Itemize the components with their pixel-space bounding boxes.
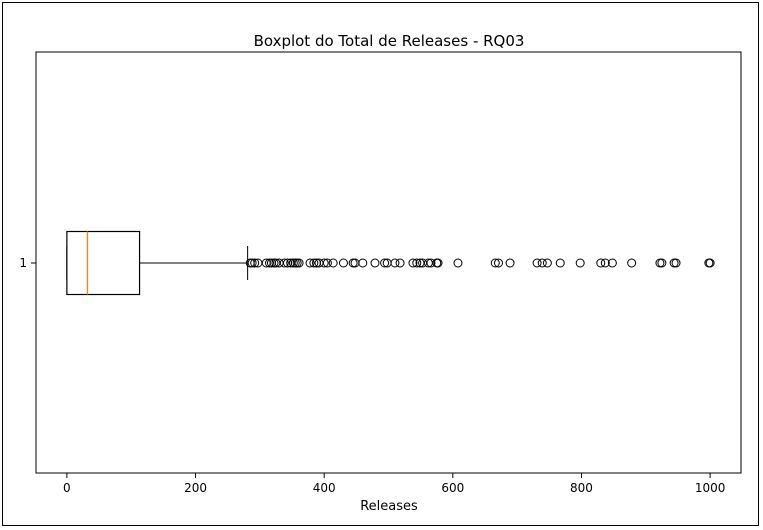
outlier-point xyxy=(532,258,542,268)
x-tick-label: 200 xyxy=(184,481,207,495)
x-tick-label: 1000 xyxy=(695,481,726,495)
outlier-point xyxy=(338,258,348,268)
iqr-box xyxy=(66,230,141,296)
box-group xyxy=(66,230,249,296)
outlier-point xyxy=(408,258,418,268)
x-axis-label: Releases xyxy=(360,499,418,514)
outlier-point xyxy=(575,258,585,268)
x-tick-label: 800 xyxy=(570,481,593,495)
outlier-point xyxy=(247,258,257,268)
outlier-point xyxy=(426,258,436,268)
x-axis-ticks: 0 200 400 600 800 1000 xyxy=(63,473,725,495)
outlier-point xyxy=(596,258,606,268)
outlier-point xyxy=(537,258,547,268)
outlier-point xyxy=(705,258,715,268)
chart-title: Boxplot do Total de Releases - RQ03 xyxy=(254,32,525,50)
outlier-point xyxy=(250,258,260,268)
outlier-point xyxy=(348,258,358,268)
outlier-point xyxy=(600,258,610,268)
outlier-point xyxy=(453,258,463,268)
outlier-point xyxy=(390,258,400,268)
outlier-point xyxy=(655,258,665,268)
outlier-point xyxy=(322,258,332,268)
outlier-point xyxy=(350,258,360,268)
outlier-point xyxy=(493,258,503,268)
outlier-point xyxy=(279,258,289,268)
outlier-point xyxy=(305,258,315,268)
outlier-point xyxy=(395,258,405,268)
outlier-point xyxy=(412,258,422,268)
outlier-point xyxy=(433,258,443,268)
outlier-point xyxy=(380,258,390,268)
outlier-point xyxy=(657,258,667,268)
outlier-point xyxy=(671,258,681,268)
x-tick-label: 0 xyxy=(63,481,71,495)
outlier-point xyxy=(319,258,329,268)
outlier-point xyxy=(309,258,319,268)
outlier-point xyxy=(627,258,637,268)
outlier-point xyxy=(328,258,338,268)
x-tick-label: 400 xyxy=(313,481,336,495)
outlier-point xyxy=(542,258,552,268)
outlier-point xyxy=(490,258,500,268)
outlier-point xyxy=(607,258,617,268)
outlier-points xyxy=(245,258,715,268)
outlier-point xyxy=(370,258,380,268)
outlier-point xyxy=(505,258,515,268)
y-tick-label: 1 xyxy=(19,256,27,270)
outlier-point xyxy=(358,258,368,268)
y-axis-ticks: 1 xyxy=(19,256,36,270)
outlier-point xyxy=(294,258,304,268)
outlier-point xyxy=(669,258,679,268)
outlier-point xyxy=(555,258,565,268)
x-tick-label: 600 xyxy=(441,481,464,495)
